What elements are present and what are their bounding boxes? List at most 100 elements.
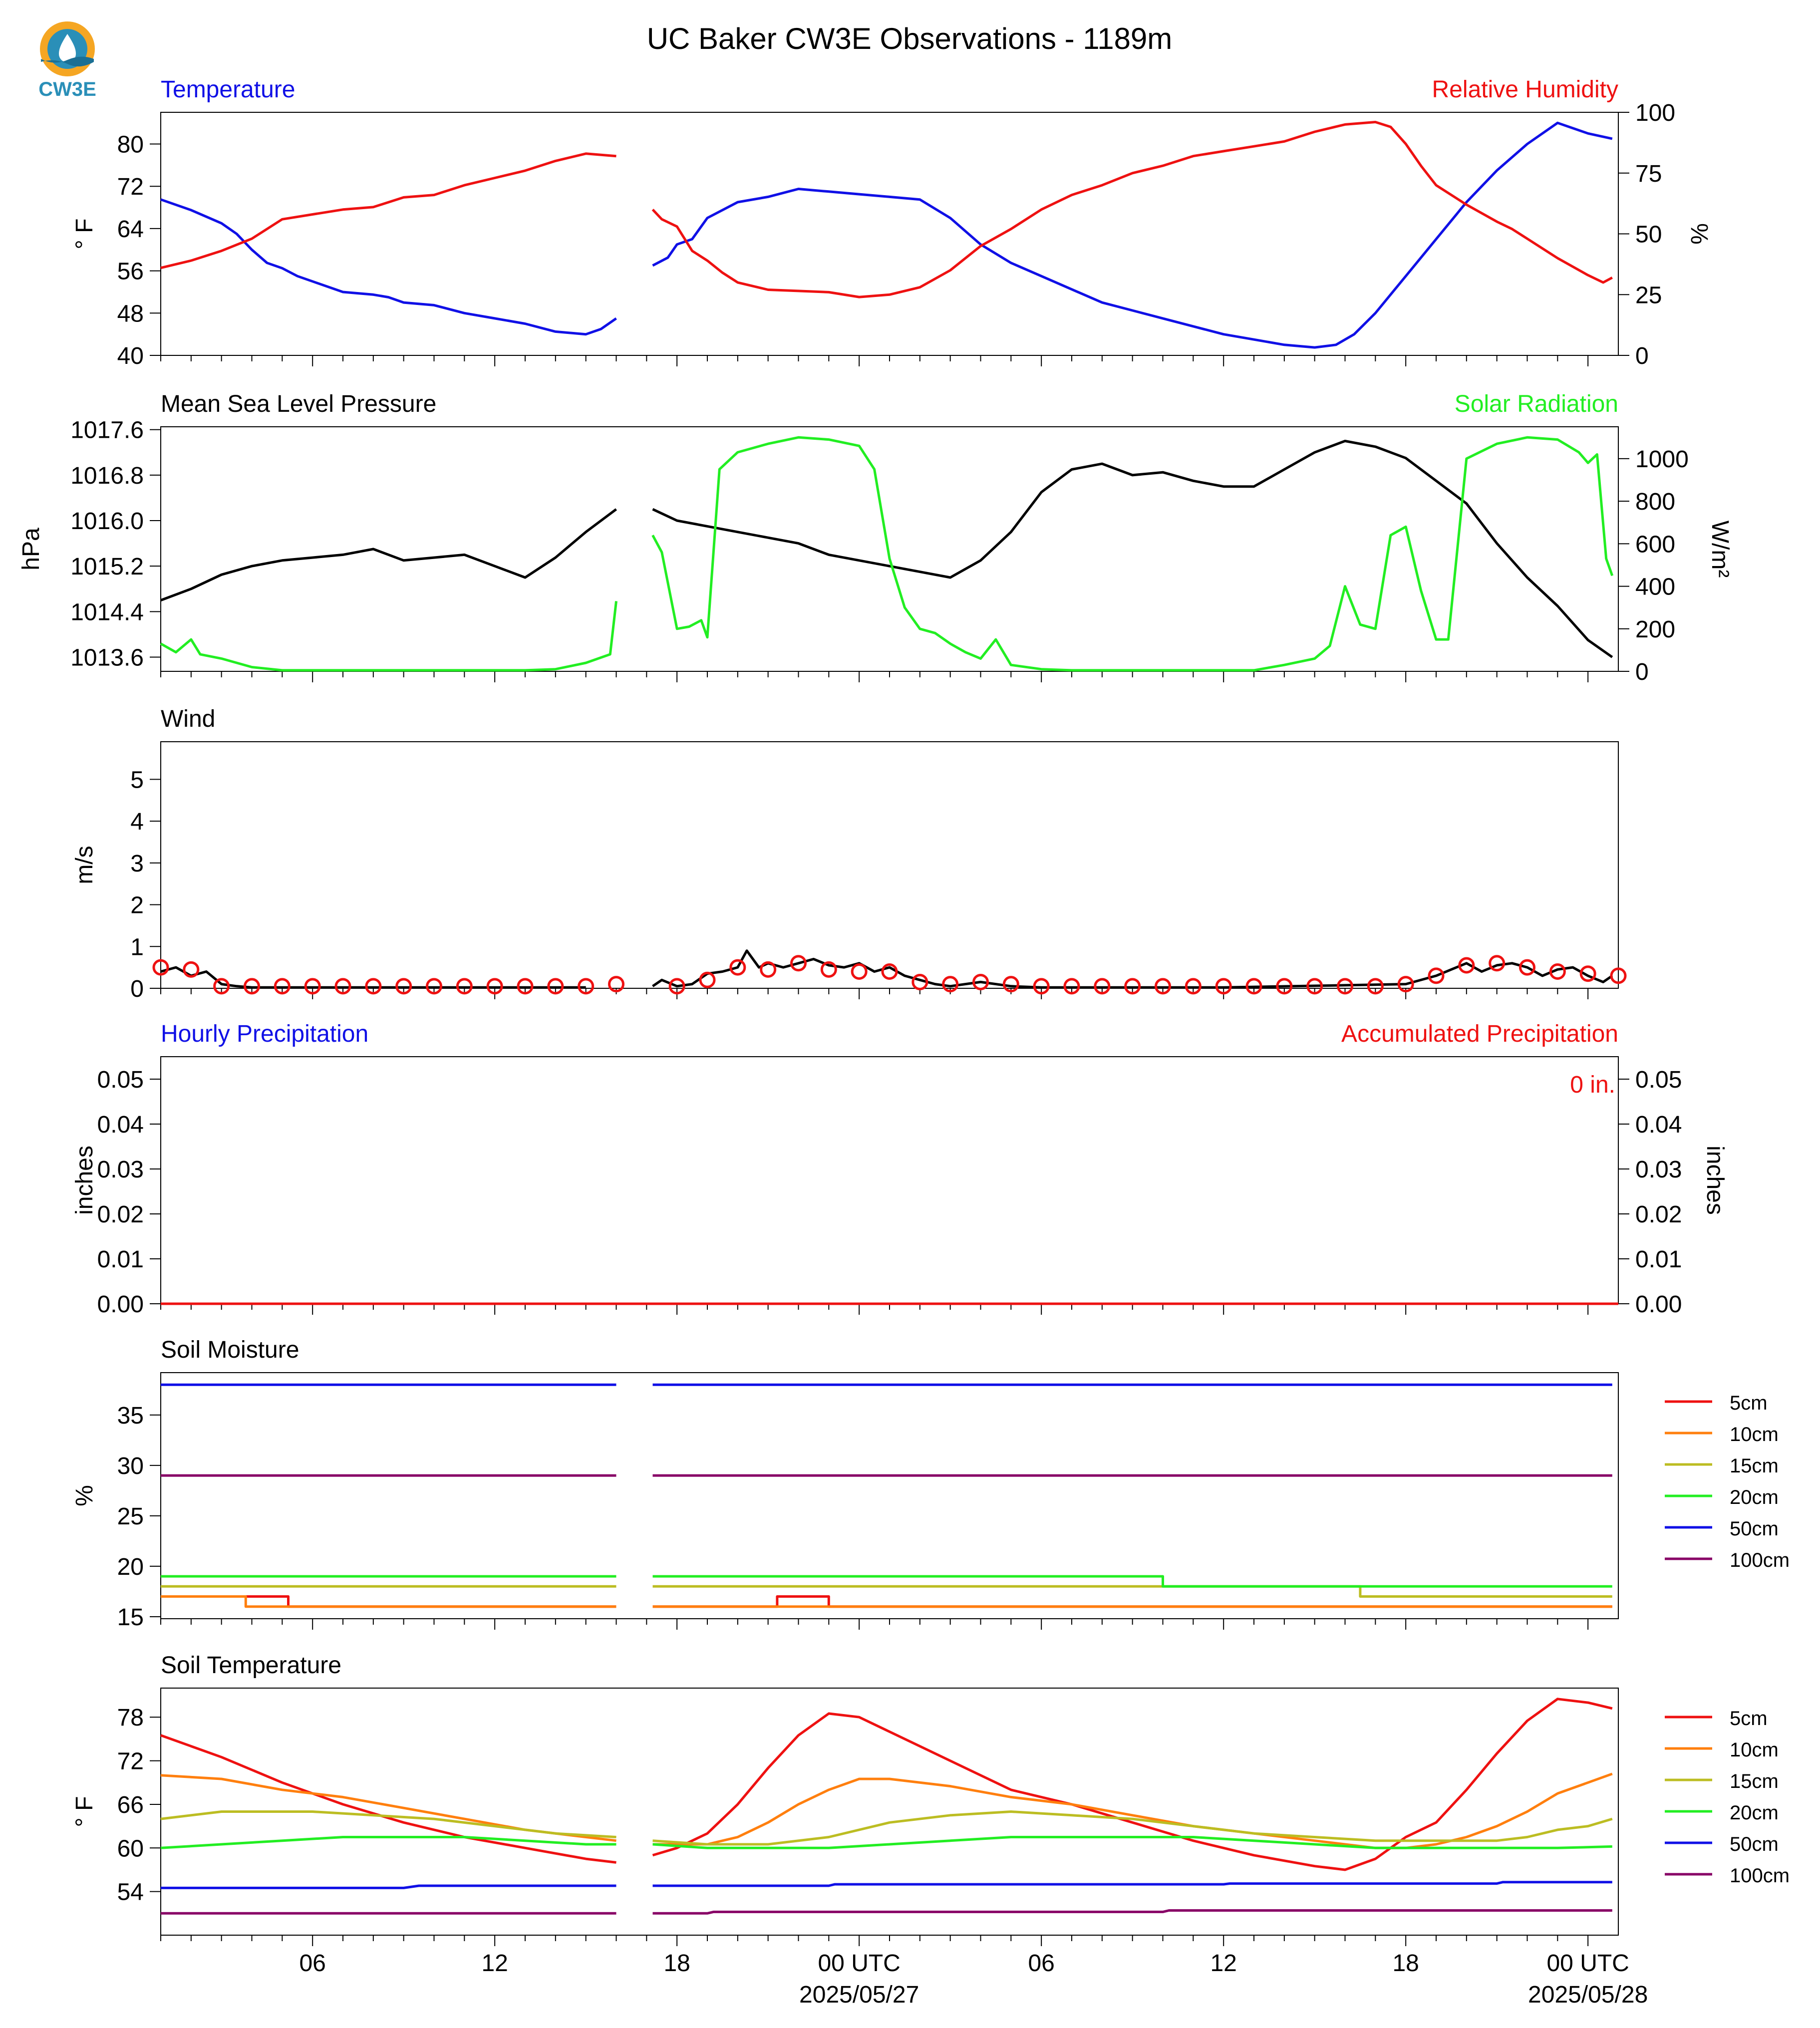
panel-title-left: Soil Moisture: [161, 1337, 299, 1363]
gust-marker: [547, 978, 564, 995]
y-tick-label-right: 75: [1635, 161, 1662, 187]
gust-marker: [790, 955, 807, 972]
y-tick-label-right: 100: [1635, 100, 1675, 126]
y-tick-label-left: 0: [130, 976, 144, 1002]
y-tick-label-left: 56: [117, 259, 144, 285]
legend-label: 15cm: [1730, 1455, 1779, 1477]
y-axis-label-right: inches: [1702, 1146, 1728, 1215]
series-line-left-0: [160, 966, 586, 989]
gust-marker: [1579, 965, 1596, 982]
series-line-5cm: [652, 1595, 1612, 1608]
x-tick-label: 06: [299, 1950, 325, 1977]
x-date-label: 2025/05/27: [799, 1982, 919, 2008]
gust-marker: [183, 961, 200, 978]
gust-marker: [699, 971, 716, 988]
series-line-left-0: [652, 440, 1613, 658]
series-line-5cm: [160, 1734, 616, 1864]
y-axis-label-left: %: [71, 1485, 98, 1506]
panel-title-right: Accumulated Precipitation: [1341, 1021, 1618, 1047]
gust-marker: [972, 973, 989, 990]
droplet-icon: [59, 34, 76, 62]
gust-marker: [1185, 978, 1202, 995]
y-tick-label-right: 0.02: [1635, 1201, 1682, 1228]
gust-marker: [1063, 978, 1080, 995]
legend-label: 5cm: [1730, 1392, 1768, 1414]
y-tick-label-left: 25: [117, 1503, 144, 1530]
gust-marker: [395, 978, 412, 995]
panel-temp_rh: 40 48 56 64 72 80 0 25 50 75 100 Temperature Relativ…: [71, 76, 1712, 369]
y-tick-label-right: 0.05: [1635, 1067, 1682, 1093]
y-tick-label-left: 3: [130, 851, 144, 877]
y-tick-label-left: 66: [117, 1792, 144, 1818]
gust-marker: [213, 978, 230, 995]
gust-marker: [1428, 967, 1445, 984]
gust-marker: [1549, 963, 1566, 980]
y-tick-label-left: 0.05: [97, 1067, 144, 1093]
gust-marker: [1215, 978, 1232, 995]
y-tick-label-left: 35: [117, 1403, 144, 1429]
plot-frame: [160, 741, 1619, 989]
gust-marker: [244, 978, 260, 995]
panel-title-left: Soil Temperature: [161, 1652, 341, 1679]
logo-text: CW3E: [38, 78, 96, 100]
series-line-15cm: [160, 1810, 616, 1838]
legend: 5cm 10cm 15cm 20cm 50cm 100cm: [1665, 1392, 1790, 1571]
x-tick-label: 18: [663, 1950, 690, 1977]
gust-marker: [365, 978, 382, 995]
gust-marker: [942, 976, 959, 993]
series-line-15cm: [652, 1810, 1613, 1846]
legend: 5cm 10cm 15cm 20cm 50cm 100cm: [1665, 1708, 1790, 1887]
gust-marker: [304, 978, 321, 995]
gust-marker: [152, 959, 169, 976]
series-line-right-1: [160, 152, 616, 270]
y-axis-label-left: hPa: [18, 528, 44, 571]
panel-title-left: Wind: [161, 706, 215, 732]
gust-marker: [578, 978, 595, 995]
logo-wave: [41, 56, 94, 67]
gust-marker: [1306, 978, 1323, 995]
series-line-left-0: [160, 508, 617, 601]
y-tick-label-left: 1014.4: [70, 599, 144, 625]
x-date-label: 2025/05/28: [1528, 1982, 1648, 2008]
legend-label: 20cm: [1730, 1802, 1779, 1824]
x-tick-label: 12: [1210, 1950, 1236, 1977]
y-tick-label-left: 54: [117, 1879, 144, 1906]
gust-marker: [1519, 959, 1535, 976]
plot-frame: [160, 112, 1619, 356]
gust-marker: [1245, 978, 1262, 995]
y-axis-label-right: W/m²: [1707, 521, 1733, 578]
y-tick-label-right: 50: [1635, 222, 1662, 248]
y-tick-label-right: 800: [1635, 489, 1675, 515]
y-tick-label-left: 0.01: [97, 1246, 144, 1273]
x-tick-label: 18: [1392, 1950, 1419, 1977]
legend-label: 10cm: [1730, 1424, 1779, 1446]
x-tick-label: 12: [481, 1950, 508, 1977]
gust-marker: [729, 959, 746, 976]
y-tick-label-left: 72: [117, 1748, 144, 1775]
y-tick-label-left: 72: [117, 174, 144, 200]
gust-marker: [851, 963, 868, 980]
y-tick-label-right: 0.04: [1635, 1112, 1682, 1138]
legend-label: 10cm: [1730, 1739, 1779, 1761]
legend-label: 100cm: [1730, 1549, 1790, 1571]
gust-marker: [1033, 978, 1050, 995]
y-tick-label-left: 0.03: [97, 1157, 144, 1183]
plot-frame: [160, 1688, 1619, 1936]
y-tick-label-right: 0: [1635, 659, 1649, 685]
gust-marker: [1610, 967, 1627, 984]
x-axis-labels: 06 12 18 00 UTC 2025/05/27 06 12 18 00 UTC 2025/0…: [299, 1950, 1648, 2008]
legend-label: 50cm: [1730, 1833, 1779, 1855]
y-tick-label-left: 0.04: [97, 1112, 144, 1138]
gust-marker: [1458, 957, 1475, 974]
series-line-100cm: [652, 1909, 1612, 1915]
y-tick-label-left: 2: [130, 892, 144, 919]
y-tick-label-right: 0.00: [1635, 1291, 1682, 1318]
legend-label: 50cm: [1730, 1518, 1779, 1540]
series-line-right-1: [651, 121, 1613, 298]
y-tick-label-left: 1016.0: [70, 508, 144, 535]
y-tick-label-left: 64: [117, 216, 144, 243]
y-tick-label-right: 600: [1635, 531, 1675, 558]
gust-marker: [911, 973, 928, 990]
